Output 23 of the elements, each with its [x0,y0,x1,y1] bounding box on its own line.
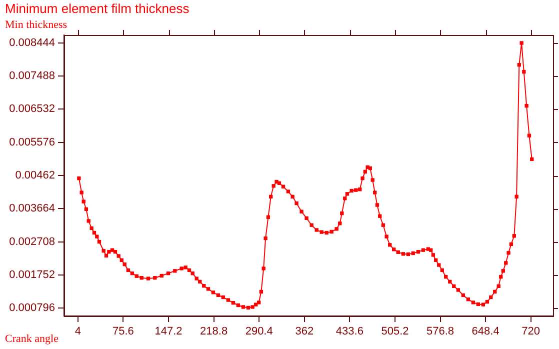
x-tick-label: 147.2 [154,326,182,338]
x-tick-label: 433.6 [336,326,364,338]
y-tick-label: 0.007488 [9,70,55,82]
y-tick-label: 0.000796 [9,302,55,314]
x-axis-title: Crank angle [5,333,58,345]
y-tick-label: 0.003664 [9,202,55,215]
y-axis-title: Min thickness [5,19,68,31]
x-tick-label: 648.4 [472,326,500,338]
x-tick-label: 290.4 [245,326,273,338]
y-tick-label: 0.008444 [9,36,55,49]
y-tick-label: 0.005576 [9,136,55,148]
x-tick-label: 75.6 [112,326,134,338]
y-tick-label: 0.002708 [9,236,55,248]
x-tick-label: 576.8 [426,326,454,338]
x-tick-label: 720 [522,326,540,338]
x-tick-label: 218.8 [200,326,228,338]
y-tick-label: 0.00462 [15,170,55,182]
x-tick-label: 505.2 [381,326,409,338]
y-tick-label: 0.006532 [9,103,55,116]
x-tick-label: 362 [295,326,314,338]
x-tick-label: 4 [74,326,81,338]
chart-title: Minimum element film thickness [5,1,190,16]
y-tick-label: 0.001752 [9,269,55,282]
